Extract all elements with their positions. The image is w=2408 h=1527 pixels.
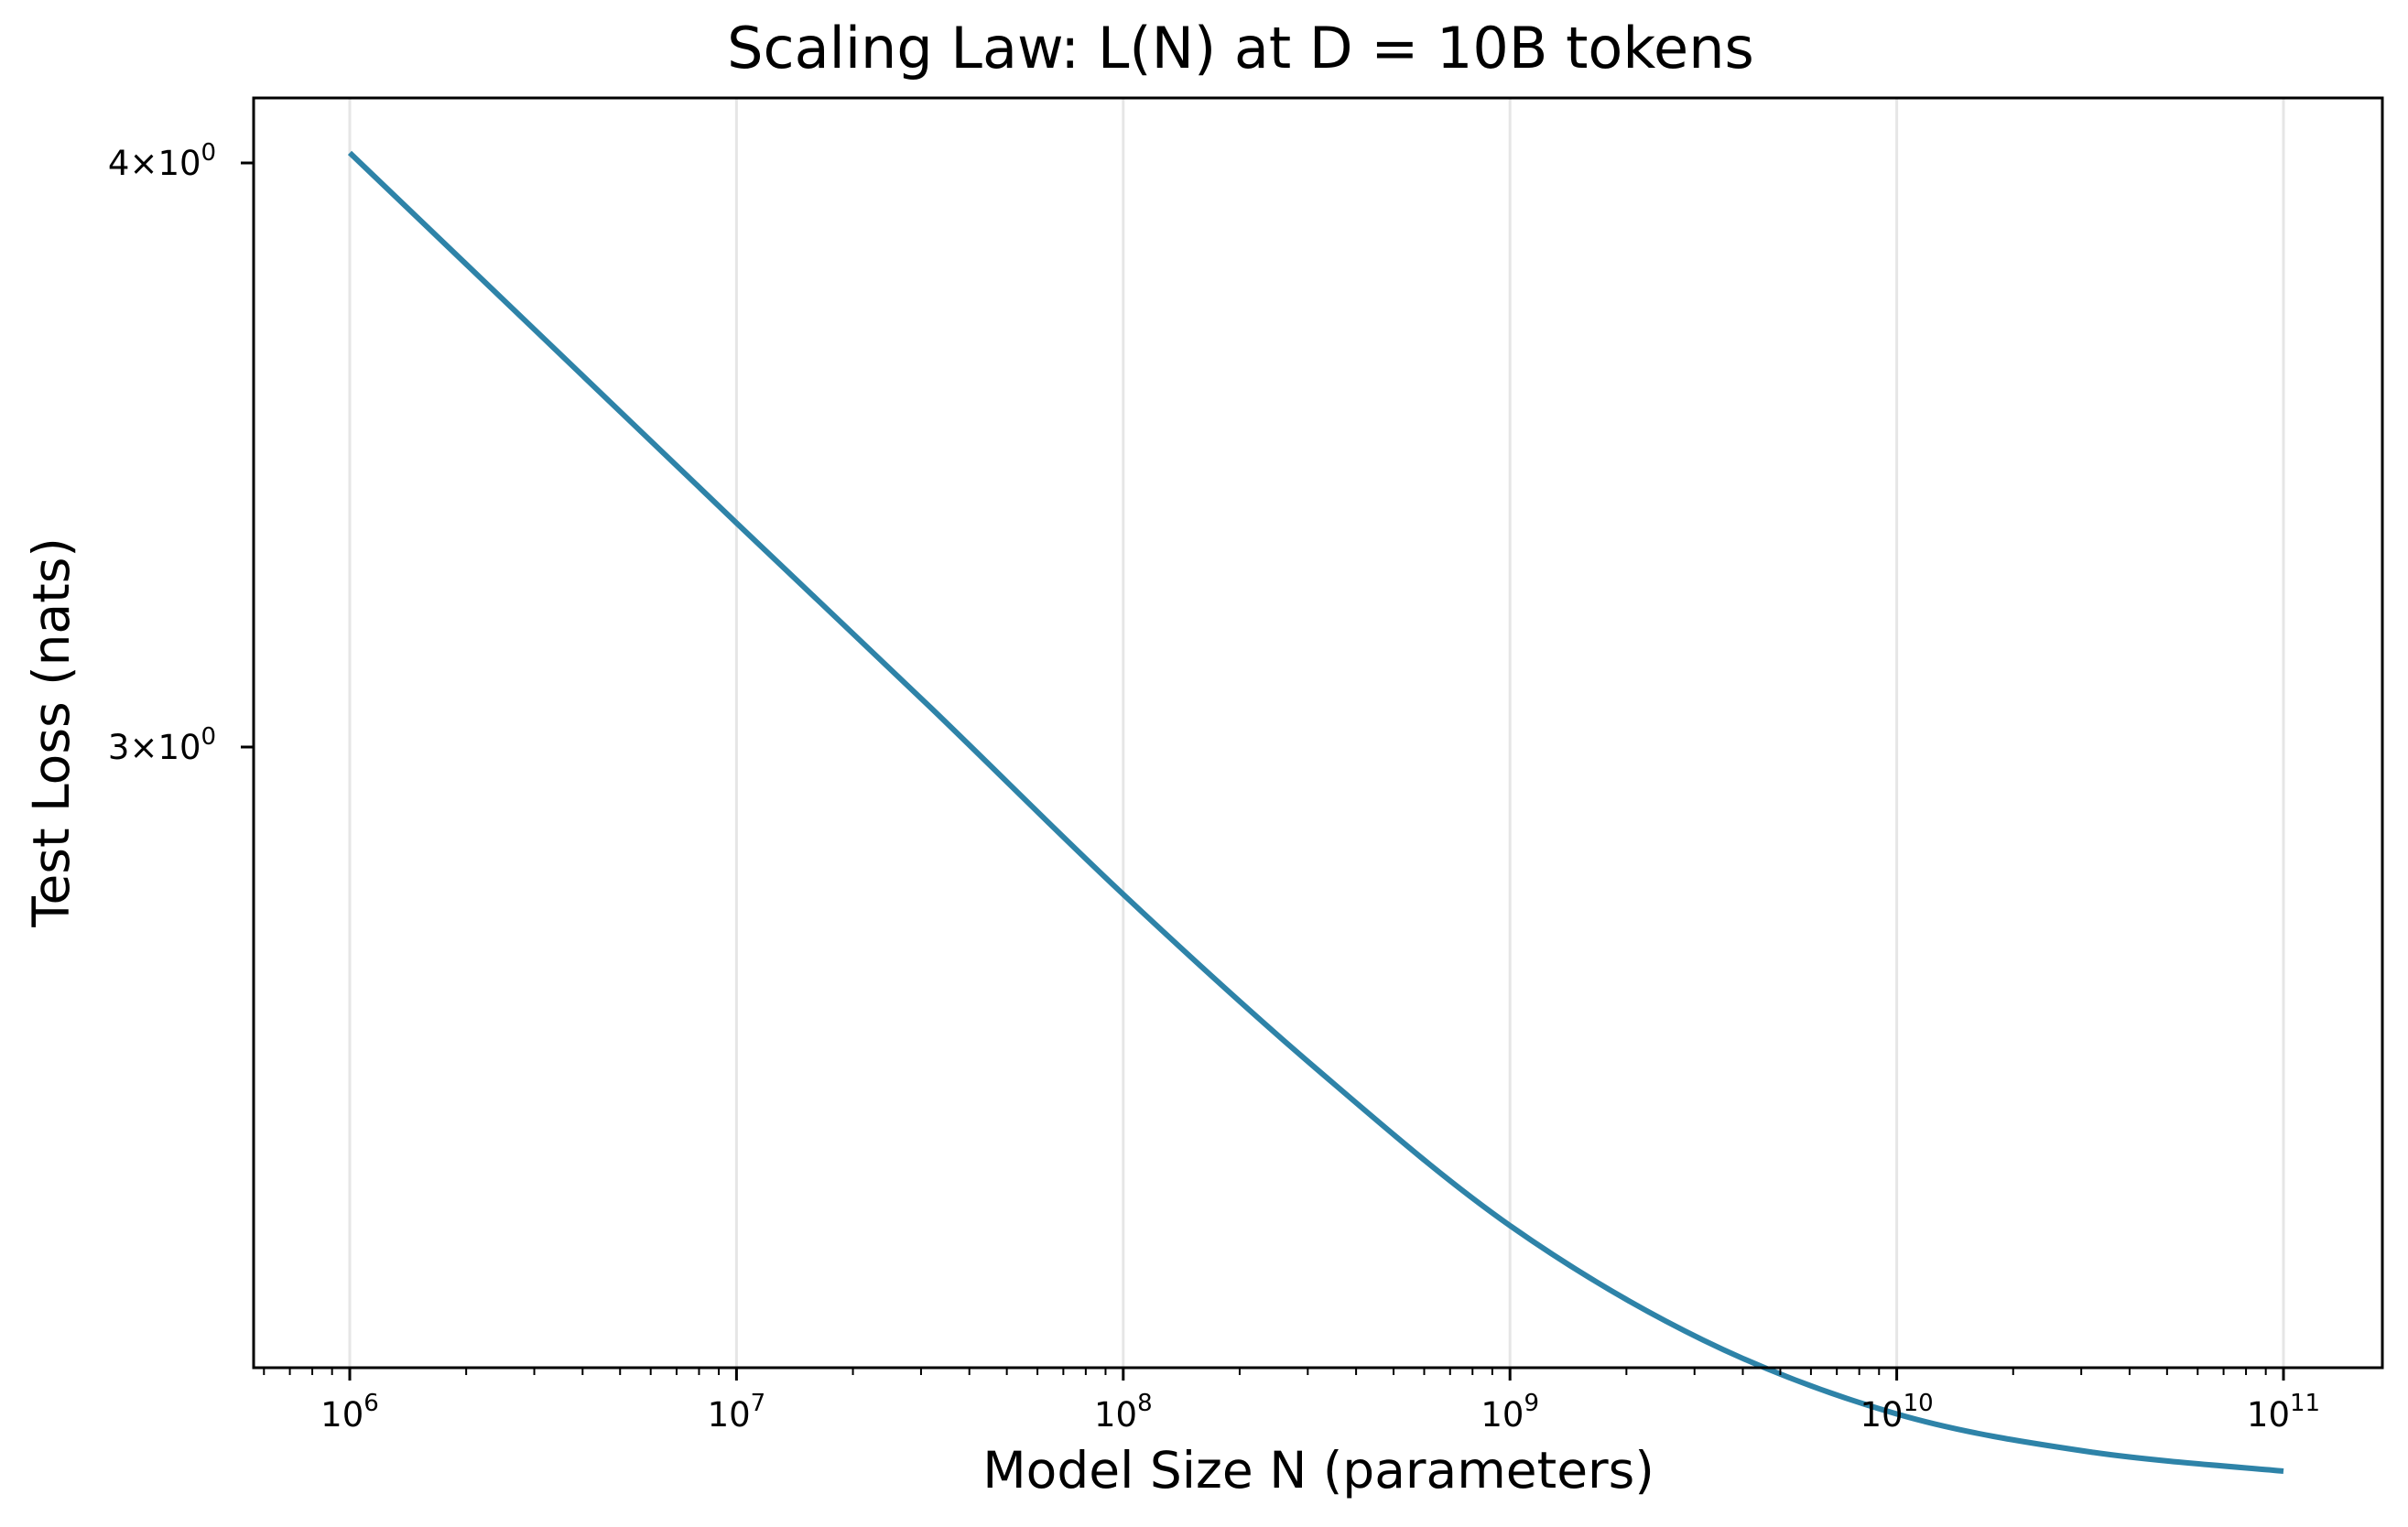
x-tick-label: 1011 (2247, 1390, 2320, 1435)
gridlines (348, 98, 2285, 1368)
data-point (2283, 1471, 2284, 1472)
data-point (1703, 1339, 1704, 1340)
plot-frame (252, 96, 2384, 1370)
y-axis-label: Test Loss (nats) (22, 537, 81, 928)
x-tick-base: 10 (1481, 1395, 1524, 1435)
x-tick-label: 1010 (1860, 1390, 1934, 1435)
y-tick-label: 4×100 (108, 139, 216, 183)
y-tick-exponent: 0 (201, 723, 217, 751)
data-point (1510, 1225, 1511, 1226)
y-tick-mantissa: 3×10 (108, 728, 201, 767)
data-point (929, 707, 930, 708)
x-tick-base: 10 (1860, 1395, 1904, 1435)
data-point (736, 523, 737, 524)
x-tick-label: 108 (1094, 1390, 1153, 1435)
x-tick-base: 10 (320, 1395, 363, 1435)
x-axis-ticks: 106 107 108 109 1010 1011 (263, 1368, 2320, 1435)
x-tick-exponent: 8 (1137, 1390, 1153, 1417)
series-line (347, 150, 2284, 1474)
data-point (350, 152, 351, 153)
y-tick-exponent: 0 (201, 139, 217, 167)
x-tick-exponent: 10 (1904, 1390, 1934, 1417)
x-tick-exponent: 9 (1524, 1390, 1539, 1417)
data-point (543, 338, 544, 339)
x-tick-label: 106 (320, 1390, 379, 1435)
y-tick-label: 3×100 (108, 723, 216, 767)
y-tick-mantissa: 4×10 (108, 144, 201, 183)
x-tick-exponent: 6 (363, 1390, 379, 1417)
x-tick-exponent: 11 (2290, 1390, 2320, 1417)
x-tick-label: 109 (1481, 1390, 1539, 1435)
x-tick-base: 10 (708, 1395, 751, 1435)
series-layer (347, 150, 2284, 1474)
x-tick-exponent: 7 (751, 1390, 766, 1417)
x-tick-base: 10 (1094, 1395, 1137, 1435)
x-axis-label: Model Size N (parameters) (982, 1441, 1654, 1500)
x-tick-base: 10 (2247, 1395, 2290, 1435)
data-point (2089, 1452, 2090, 1453)
chart-title: Scaling Law: L(N) at D = 10B tokens (727, 15, 1754, 81)
data-point (1317, 1068, 1318, 1069)
x-tick-label: 107 (708, 1390, 766, 1435)
